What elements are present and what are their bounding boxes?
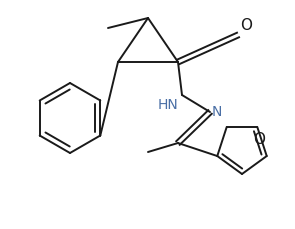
Text: O: O [240, 18, 252, 33]
Text: HN: HN [157, 98, 178, 112]
Text: N: N [212, 105, 222, 119]
Text: O: O [253, 132, 265, 147]
